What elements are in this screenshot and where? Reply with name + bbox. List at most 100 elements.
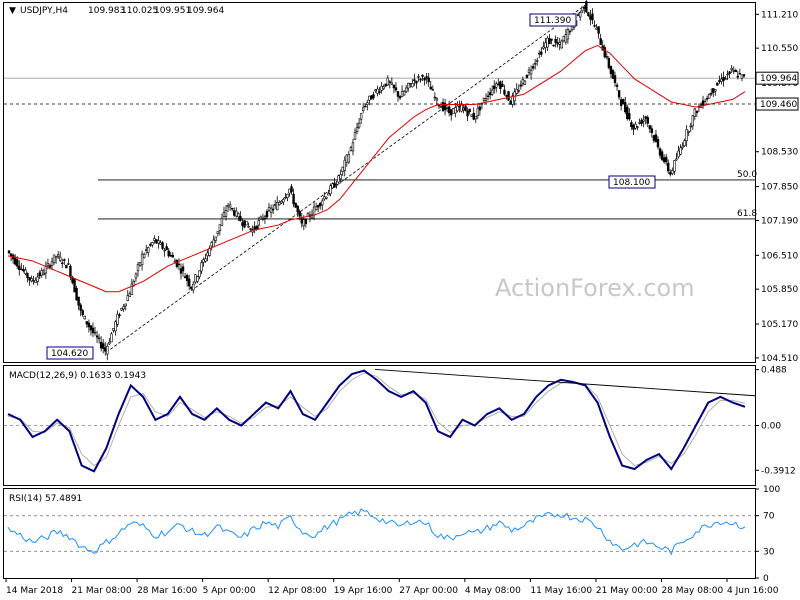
candle-body (228, 204, 232, 208)
candle-body (740, 74, 744, 79)
candle-body (546, 37, 549, 48)
time-axis: 14 Mar 2018 21 Mar 08:00 28 Mar 16:00 5 Apr… (5, 578, 779, 596)
price-annotation-box (529, 13, 577, 27)
candle-body (202, 259, 205, 263)
candle-body (396, 91, 400, 97)
candle-body (581, 6, 584, 12)
candle-body (312, 206, 316, 216)
candle-body (120, 308, 123, 311)
candle-body (630, 122, 633, 128)
candle-body (278, 202, 281, 206)
time-tick-label: 12 Apr 08:00 (268, 586, 327, 596)
candle-body (34, 279, 37, 283)
candle-body (701, 100, 705, 106)
candle-body (104, 347, 107, 352)
candle-body (521, 79, 525, 84)
candle-body (732, 70, 735, 72)
price-tick-label: 106.510 (761, 251, 798, 261)
candle-body (171, 254, 175, 258)
level-price-box (755, 97, 799, 111)
candle-body (411, 83, 414, 88)
candle-body (177, 263, 181, 266)
open-value: 109.983 (88, 6, 125, 16)
candle-body (50, 261, 54, 267)
candle-body (339, 174, 342, 180)
candle-body (81, 310, 84, 315)
candle-body (724, 78, 727, 80)
candle-body (394, 87, 398, 91)
candle-body (16, 259, 19, 267)
candle-body (265, 211, 269, 218)
candle-body (368, 95, 371, 101)
candle-body (65, 264, 68, 269)
candle-body (638, 122, 641, 124)
candle-body (554, 38, 557, 43)
candle-body (626, 106, 629, 119)
candle-body (364, 105, 367, 108)
candle-body (52, 254, 56, 264)
candle-body (75, 287, 78, 301)
candle-body (149, 244, 152, 246)
candle-body (490, 89, 494, 95)
candle-body (44, 266, 48, 274)
candle-body (587, 12, 590, 17)
candle-body (374, 89, 377, 92)
candle-body (224, 210, 228, 217)
price-tick-label: 111.210 (761, 10, 798, 20)
low-value: 109.951 (154, 6, 191, 16)
candle-body (484, 98, 488, 101)
time-tick-label: 21 May 00:00 (596, 586, 658, 596)
price-annotation-label: 111.390 (534, 16, 571, 26)
candle-body (73, 278, 76, 293)
candle-body (97, 337, 101, 340)
candle-body (163, 249, 166, 252)
candle-body (673, 160, 676, 172)
candle-body (595, 27, 598, 30)
candle-body (705, 98, 709, 100)
candle-body (679, 147, 682, 155)
candle-body (544, 42, 547, 48)
candle-body (445, 107, 449, 109)
chart-menu-arrow-icon[interactable]: ▼ (9, 6, 16, 16)
candle-body (404, 87, 408, 93)
candle-body (38, 272, 41, 277)
candle-body (42, 272, 46, 276)
macd-tick-label: 0.488 (761, 366, 787, 376)
candle-body (384, 83, 387, 87)
candle-body (505, 95, 508, 97)
candle-body (128, 293, 132, 298)
macd-title: MACD(12,26,9) 0.1633 0.1943 (9, 371, 146, 381)
macd-indicator: 0.488 0.00 -0.3912 (4, 366, 796, 476)
candle-body (662, 157, 666, 163)
candle-body (458, 105, 461, 108)
candle-body (550, 38, 553, 41)
candle-body (108, 341, 111, 345)
candle-body (341, 166, 344, 172)
candle-body (454, 107, 457, 114)
candle-body (187, 278, 191, 287)
level-price-label: 109.460 (760, 100, 797, 110)
candle-body (63, 259, 66, 261)
macd-tick-label: 0.00 (761, 422, 781, 432)
candle-body (269, 207, 273, 213)
price-tick-label: 108.530 (761, 148, 798, 158)
candle-body (560, 40, 563, 49)
candle-body (433, 96, 437, 99)
candle-body (564, 34, 568, 43)
candle-body (718, 80, 721, 82)
candle-body (517, 90, 520, 92)
current-price-label: 109.964 (760, 74, 797, 84)
moving-average (7, 45, 746, 293)
candle-body (529, 69, 533, 75)
close-value: 109.964 (187, 6, 224, 16)
candle-body (415, 80, 418, 84)
candle-body (282, 199, 285, 203)
candle-body (443, 103, 447, 111)
candle-body (400, 90, 404, 98)
candle-body (235, 210, 238, 217)
candle-body (130, 283, 134, 295)
fib-level-label: 61.8 (737, 209, 757, 219)
candle-body (286, 194, 289, 198)
candle-body (83, 315, 86, 320)
candle-body (486, 95, 490, 97)
